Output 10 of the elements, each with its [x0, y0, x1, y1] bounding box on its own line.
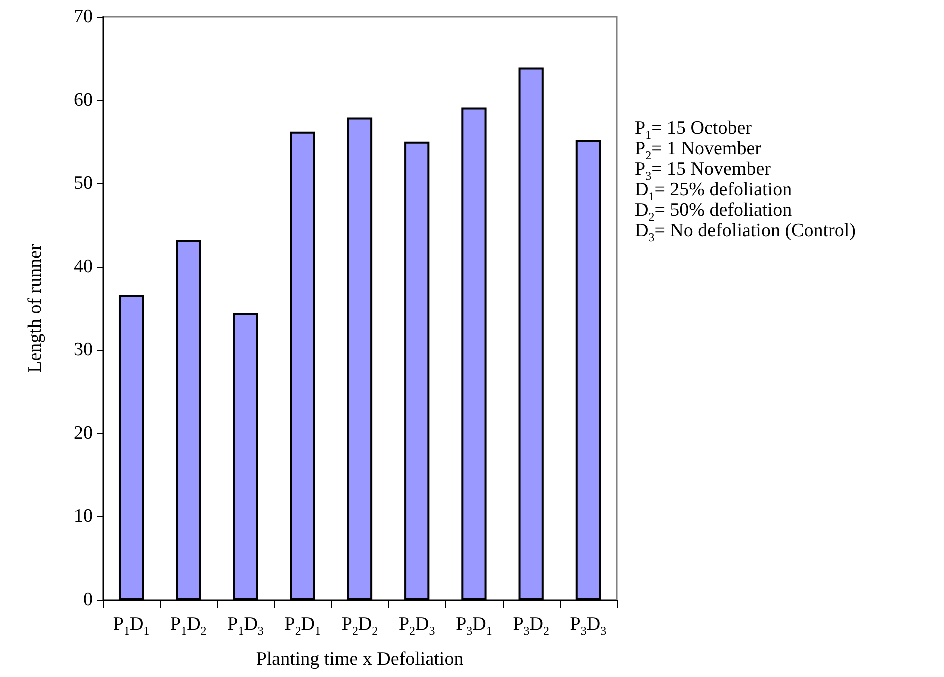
y-tick-label: 70 [74, 6, 93, 28]
y-tick-label: 50 [74, 173, 93, 194]
y-tick-label: 10 [74, 506, 93, 528]
y-axis-title: Length of runner [25, 243, 46, 373]
y-tick-label: 0 [84, 590, 93, 610]
y-tick-label: 40 [74, 256, 93, 278]
y-tick-label: 20 [74, 422, 93, 444]
x-axis-title: Planting time x Defoliation [256, 649, 464, 670]
y-tick-label: 60 [74, 90, 93, 111]
y-tick-label: 30 [74, 340, 93, 361]
